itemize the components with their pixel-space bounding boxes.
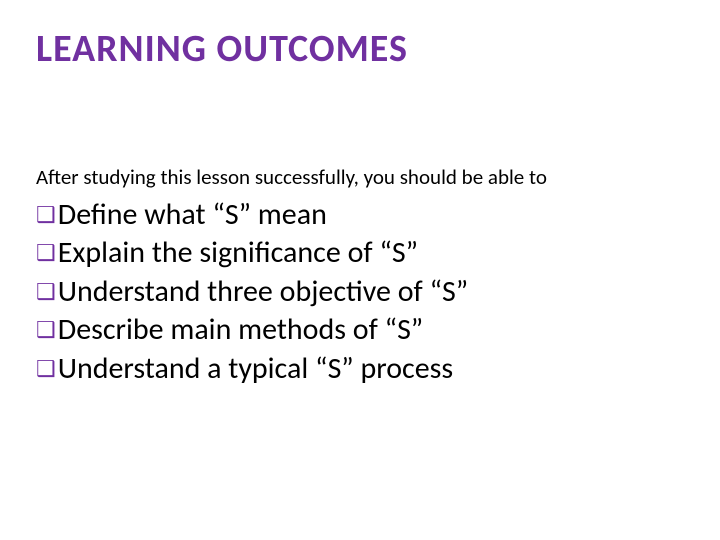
slide-title: LEARNING OUTCOMES: [36, 26, 684, 72]
outcomes-list: ❑ Define what “S” mean ❑ Explain the sig…: [36, 196, 684, 388]
square-bullet-icon: ❑: [36, 316, 56, 344]
list-item-text: Define what “S” mean: [58, 196, 327, 234]
list-item: ❑ Define what “S” mean: [36, 196, 684, 234]
list-item: ❑ Describe main methods of “S”: [36, 311, 684, 349]
square-bullet-icon: ❑: [36, 278, 56, 306]
list-item-text: Understand three objective of “S”: [58, 273, 468, 311]
list-item-text: Explain the significance of “S”: [58, 234, 418, 272]
list-item: ❑ Understand a typical “S” process: [36, 350, 684, 388]
list-item-text: Understand a typical “S” process: [58, 350, 453, 388]
list-item-text: Describe main methods of “S”: [58, 311, 423, 349]
square-bullet-icon: ❑: [36, 201, 56, 229]
square-bullet-icon: ❑: [36, 355, 56, 383]
list-item: ❑ Explain the significance of “S”: [36, 234, 684, 272]
intro-text: After studying this lesson successfully,…: [36, 164, 684, 190]
list-item: ❑ Understand three objective of “S”: [36, 273, 684, 311]
square-bullet-icon: ❑: [36, 239, 56, 267]
